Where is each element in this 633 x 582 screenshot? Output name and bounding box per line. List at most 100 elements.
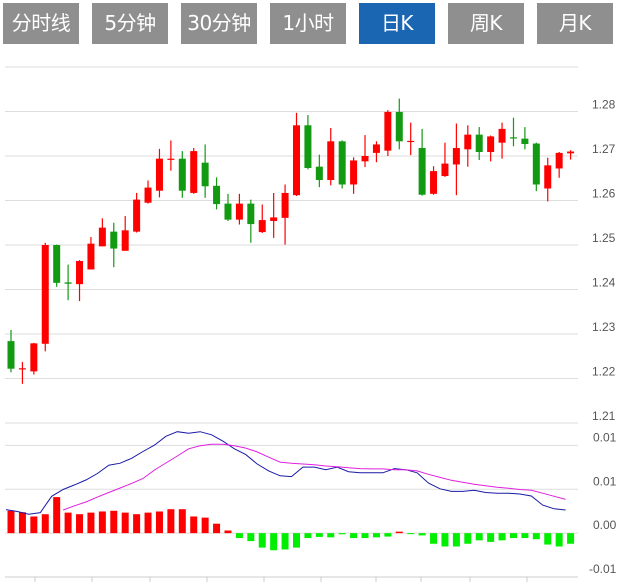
candle-up: [270, 217, 278, 221]
candle-up: [98, 227, 106, 247]
macd-bar: [521, 533, 529, 539]
price-axis-label: 1.28: [592, 98, 616, 112]
macd-bar: [304, 533, 312, 539]
candle-up: [544, 165, 552, 189]
macd-bar: [293, 533, 300, 548]
macd-bar: [407, 533, 415, 535]
macd-bar: [190, 516, 198, 534]
macd-bar: [509, 533, 517, 539]
candle-up: [121, 230, 129, 251]
candle-up: [407, 140, 415, 143]
macd-bar: [395, 531, 403, 534]
candle-up: [452, 147, 460, 165]
candle-up: [76, 261, 84, 285]
candle-down: [7, 341, 15, 369]
macd-bar: [76, 514, 84, 534]
macd-bar: [384, 533, 392, 537]
candle-up: [30, 343, 38, 372]
candle-down: [201, 162, 209, 187]
macd-bar: [361, 533, 369, 539]
candle-down: [224, 203, 232, 220]
macd-bar: [418, 533, 426, 536]
candle-up: [144, 187, 152, 203]
candle-down: [213, 185, 221, 205]
dea-line: [62, 443, 566, 511]
candle-up: [350, 160, 358, 185]
candle-up: [167, 158, 175, 160]
period-tabs: 分时线 5分钟 30分钟 1小时 日K 周K 月K: [0, 0, 633, 48]
candle-down: [247, 203, 255, 225]
candle-up: [327, 141, 335, 181]
tab-30min[interactable]: 30分钟: [181, 3, 257, 44]
price-axis-label: 1.26: [592, 187, 616, 201]
macd-bar: [87, 512, 95, 534]
macd-bar: [144, 512, 152, 534]
macd-bar: [258, 533, 266, 548]
candle-up: [155, 158, 163, 191]
candle-down: [64, 282, 72, 284]
macd-bar: [224, 530, 232, 534]
macd-bar: [121, 512, 129, 534]
macd-bar: [247, 533, 255, 542]
price-axis-label: 1.23: [592, 320, 616, 334]
candle-up: [464, 134, 472, 150]
price-axis-label: 1.27: [592, 142, 616, 156]
macd-bar: [201, 517, 209, 534]
tab-intraday[interactable]: 分时线: [3, 3, 79, 44]
macd-bar: [64, 512, 72, 534]
macd-bar: [464, 533, 472, 544]
candle-up: [133, 199, 141, 232]
candle-up: [87, 243, 95, 270]
macd-bar: [544, 533, 552, 545]
macd-bar: [178, 509, 186, 534]
macd-bar: [270, 533, 278, 551]
tab-weekly-k[interactable]: 周K: [448, 3, 524, 44]
tab-daily-k[interactable]: 日K: [359, 3, 435, 44]
candle-up: [555, 152, 563, 169]
macd-bar: [110, 510, 118, 534]
candle-down: [475, 134, 483, 152]
candle-down: [532, 143, 540, 185]
candle-down: [178, 158, 186, 191]
macd-bar: [567, 533, 575, 544]
macd-bar: [213, 523, 221, 534]
macd-axis-label: 0.00: [593, 518, 617, 532]
price-axis-label: 1.25: [592, 231, 616, 245]
tab-1hour[interactable]: 1小时: [270, 3, 346, 44]
macd-bar: [441, 533, 449, 547]
candle-down: [395, 111, 403, 142]
candle-up: [190, 151, 198, 193]
candle-up: [372, 144, 380, 153]
candle-up: [567, 151, 575, 154]
macd-bar: [487, 533, 495, 542]
tab-monthly-k[interactable]: 月K: [537, 3, 613, 44]
candle-down: [509, 137, 517, 139]
tab-5min[interactable]: 5分钟: [92, 3, 168, 44]
price-axis-label: 1.24: [592, 276, 616, 290]
candle-up: [487, 136, 495, 152]
macd-bar: [41, 514, 49, 534]
macd-bar: [338, 533, 346, 535]
candle-up: [41, 245, 49, 344]
candle-up: [430, 171, 438, 194]
macd-bar: [30, 516, 38, 534]
macd-bar: [350, 533, 358, 539]
macd-bar: [53, 497, 61, 534]
macd-bar: [7, 510, 15, 534]
candle-up: [384, 111, 392, 151]
price-axis-label: 1.22: [592, 365, 616, 379]
macd-axis-label: -0.01: [589, 562, 617, 576]
macd-bar: [430, 533, 438, 544]
macd-axis-label: 0.01: [593, 430, 617, 444]
macd-bar: [475, 533, 483, 541]
candle-down: [338, 141, 346, 185]
candle-up: [281, 192, 289, 218]
candle-up: [361, 156, 369, 162]
macd-bar: [133, 514, 141, 534]
macd-bar: [452, 533, 460, 547]
candle-up: [293, 125, 300, 196]
macd-bar: [155, 511, 163, 534]
macd-bar: [555, 533, 563, 547]
candle-down: [53, 245, 61, 283]
